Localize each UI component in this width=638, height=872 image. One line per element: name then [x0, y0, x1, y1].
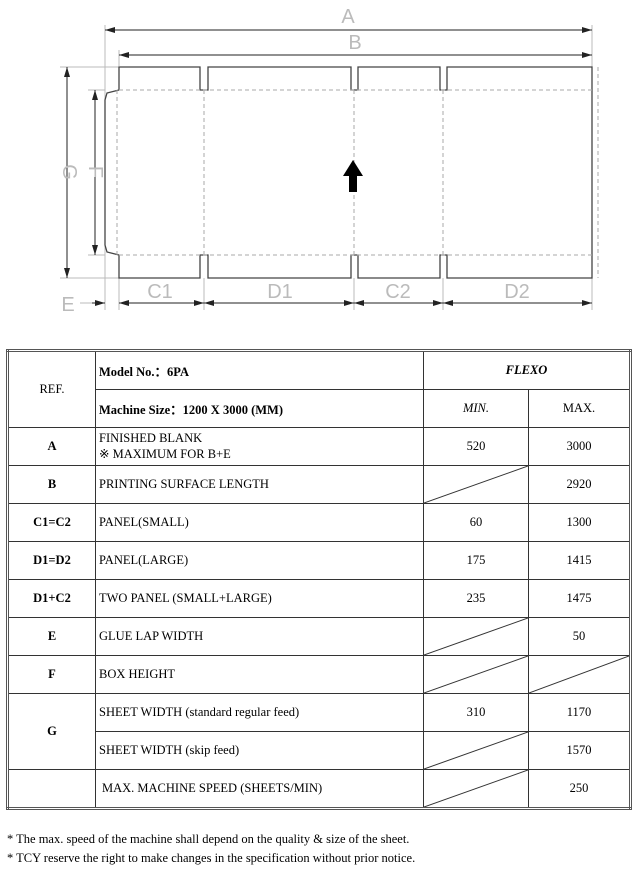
label-e: E [61, 294, 74, 316]
ref-cell [7, 769, 96, 809]
not-applicable-slash [424, 466, 528, 503]
label-b: B [348, 32, 361, 54]
ref-cell: A [7, 427, 96, 466]
table-row: G SHEET WIDTH (standard regular feed) 310 1… [7, 693, 631, 770]
desc-cell: MAX. MACHINE SPEED (SHEETS/MIN) [95, 769, 424, 809]
min-cell: 175 [423, 541, 529, 580]
label-d1: D1 [267, 281, 293, 303]
desc-text: SHEET WIDTH (skip feed) [99, 743, 240, 757]
footnotes: * The max. speed of the machine shall de… [7, 830, 415, 868]
table-row: D1+C2 TWO PANEL (SMALL+LARGE) 235 1475 [7, 579, 631, 618]
not-applicable-slash [424, 656, 528, 693]
process-header: FLEXO [423, 350, 631, 390]
desc-text: BOX HEIGHT [99, 667, 176, 681]
desc-cell: BOX HEIGHT [95, 655, 424, 694]
ref-cell: G [7, 693, 96, 770]
label-g: G [58, 164, 80, 180]
max-cell: 1415 [528, 541, 631, 580]
table-row: E GLUE LAP WIDTH 50 [7, 617, 631, 656]
desc-text: FINISHED BLANK [99, 431, 203, 445]
desc-text: TWO PANEL (SMALL+LARGE) [99, 591, 272, 605]
max-cell: 250 [528, 769, 631, 809]
not-applicable-slash [424, 770, 528, 807]
min-cell [423, 655, 529, 694]
ref-cell: F [7, 655, 96, 694]
ref-cell: D1=D2 [7, 541, 96, 580]
not-applicable-slash [529, 656, 629, 693]
max-header: MAX. [528, 389, 631, 428]
ref-cell: E [7, 617, 96, 656]
min-cell: 235 [423, 579, 529, 618]
desc-cell: PANEL(LARGE) [95, 541, 424, 580]
min-cell: 310 [423, 693, 529, 732]
blank-outline [104, 66, 593, 279]
ref-cell: D1+C2 [7, 579, 96, 618]
desc-cell: PRINTING SURFACE LENGTH [95, 465, 424, 504]
table-row: MAX. MACHINE SPEED (SHEETS/MIN) 250 [7, 769, 631, 809]
footnote: * The max. speed of the machine shall de… [7, 832, 410, 846]
not-applicable-slash [424, 732, 528, 769]
desc-text: SHEET WIDTH (standard regular feed) [99, 705, 300, 719]
desc-cell: GLUE LAP WIDTH [95, 617, 424, 656]
ref-header: REF. [7, 350, 96, 428]
table-row: F BOX HEIGHT [7, 655, 631, 694]
min-cell [423, 769, 529, 809]
desc-note: ※ MAXIMUM FOR B+E [99, 447, 231, 461]
min-cell [423, 731, 529, 770]
max-cell: 2920 [528, 465, 631, 504]
max-cell: 50 [528, 617, 631, 656]
footnote: * TCY reserve the right to make changes … [7, 851, 416, 865]
min-header: MIN. [423, 389, 529, 428]
max-cell: 1570 [528, 731, 631, 770]
desc-text: PANEL(LARGE) [99, 553, 189, 567]
min-cell: 520 [423, 427, 529, 466]
desc-cell: FINISHED BLANK ※ MAXIMUM FOR B+E [95, 427, 424, 466]
min-cell: 60 [423, 503, 529, 542]
desc-text: PRINTING SURFACE LENGTH [99, 477, 269, 491]
max-cell: 3000 [528, 427, 631, 466]
max-cell [528, 655, 631, 694]
desc-cell: TWO PANEL (SMALL+LARGE) [95, 579, 424, 618]
min-cell [423, 465, 529, 504]
min-cell [423, 617, 529, 656]
max-cell: 1300 [528, 503, 631, 542]
table-row: B PRINTING SURFACE LENGTH 2920 [7, 465, 631, 504]
desc-text: GLUE LAP WIDTH [99, 629, 204, 643]
max-cell: 1475 [528, 579, 631, 618]
desc-text: MAX. MACHINE SPEED (SHEETS/MIN) [102, 781, 323, 795]
ref-cell: B [7, 465, 96, 504]
label-c2: C2 [385, 281, 411, 303]
label-d2: D2 [504, 281, 530, 303]
label-c1: C1 [147, 281, 173, 303]
table-row: A FINISHED BLANK ※ MAXIMUM FOR B+E 520 3000 [7, 427, 631, 466]
up-arrow-icon [343, 160, 363, 192]
desc-text: PANEL(SMALL) [99, 515, 189, 529]
max-cell: 1170 [528, 693, 631, 732]
desc-cell: SHEET WIDTH (standard regular feed) [95, 693, 424, 732]
label-f: F [84, 166, 106, 178]
table-row: D1=D2 PANEL(LARGE) 175 1415 [7, 541, 631, 580]
machine-size: Machine Size：1200 X 3000 (MM) [95, 389, 424, 428]
model-number: Model No.：6PA [95, 350, 424, 390]
desc-cell: PANEL(SMALL) [95, 503, 424, 542]
box-blank-diagram: A B C1 D1 C2 D2 E G F [58, 6, 599, 316]
spec-table: REF. Model No.：6PA FLEXO Machine Size：12… [6, 349, 632, 810]
table-row: C1=C2 PANEL(SMALL) 60 1300 [7, 503, 631, 542]
not-applicable-slash [424, 618, 528, 655]
desc-cell: SHEET WIDTH (skip feed) [95, 731, 424, 770]
table-row: SHEET WIDTH (skip feed) 1570 [8, 731, 631, 770]
ref-cell: C1=C2 [7, 503, 96, 542]
label-a: A [341, 6, 355, 28]
